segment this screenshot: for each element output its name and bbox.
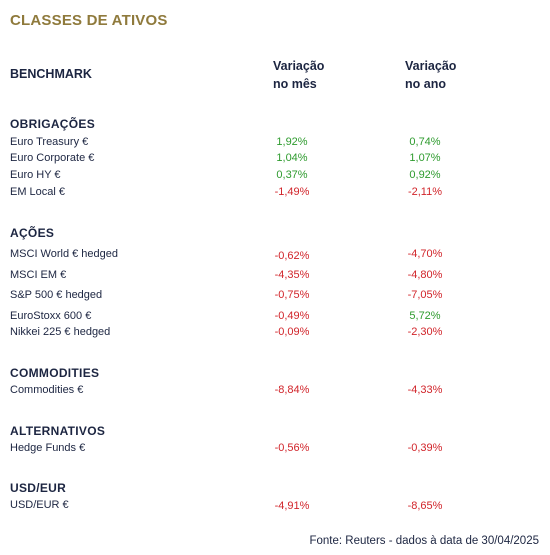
row-label: Commodities € <box>10 384 84 396</box>
row-label: USD/EUR € <box>10 499 69 511</box>
year-column-header: Variação no ano <box>405 57 456 93</box>
year-value: -0,39% <box>407 442 443 454</box>
row-label: S&P 500 € hedged <box>10 289 103 301</box>
month-value: -0,49% <box>274 310 310 322</box>
year-value: -2,11% <box>407 186 443 198</box>
year-column-header-line1: Variação <box>405 59 457 73</box>
source-footnote: Fonte: Reuters - dados à data de 30/04/2… <box>309 535 539 547</box>
month-column-header: Variação no mês <box>273 57 324 93</box>
row-label: Euro HY € <box>10 169 61 181</box>
section-heading: ALTERNATIVOS <box>10 424 106 438</box>
month-column-header-line2: no mês <box>273 77 317 91</box>
year-value: 0,92% <box>409 169 441 181</box>
section-heading: USD/EUR <box>10 481 67 495</box>
section-heading: COMMODITIES <box>10 366 100 380</box>
section-heading: OBRIGAÇÕES <box>10 117 96 131</box>
year-value: -2,30% <box>407 326 443 338</box>
row-label: Nikkei 225 € hedged <box>10 326 111 338</box>
year-value: -4,80% <box>407 269 443 281</box>
page-title: CLASSES DE ATIVOS <box>10 12 168 29</box>
year-value: -4,70% <box>407 248 443 260</box>
row-label: Euro Corporate € <box>10 152 95 164</box>
year-value: 5,72% <box>409 310 441 322</box>
month-value: -0,56% <box>274 442 310 454</box>
row-label: EuroStoxx 600 € <box>10 310 92 322</box>
year-column-header-line2: no ano <box>405 77 446 91</box>
month-value: -4,35% <box>274 269 310 281</box>
month-value: 1,04% <box>276 152 308 164</box>
section-heading: AÇÕES <box>10 226 55 240</box>
benchmark-header: BENCHMARK <box>10 67 92 81</box>
month-value: -8,84% <box>274 384 310 396</box>
row-label: Euro Treasury € <box>10 136 89 148</box>
year-value: 0,74% <box>409 136 441 148</box>
month-value: -1,49% <box>274 186 310 198</box>
month-value: -0,75% <box>274 289 310 301</box>
row-label: EM Local € <box>10 186 66 198</box>
month-value: -4,91% <box>274 500 310 512</box>
month-value: -0,09% <box>274 326 310 338</box>
year-value: -4,33% <box>407 384 443 396</box>
year-value: 1,07% <box>409 152 441 164</box>
row-label: MSCI World € hedged <box>10 248 119 260</box>
row-label: MSCI EM € <box>10 269 67 281</box>
month-value: -0,62% <box>274 250 310 262</box>
row-label: Hedge Funds € <box>10 442 86 454</box>
month-value: 1,92% <box>276 136 308 148</box>
year-value: -8,65% <box>407 500 443 512</box>
month-value: 0,37% <box>276 169 308 181</box>
year-value: -7,05% <box>407 289 443 301</box>
month-column-header-line1: Variação <box>273 59 325 73</box>
